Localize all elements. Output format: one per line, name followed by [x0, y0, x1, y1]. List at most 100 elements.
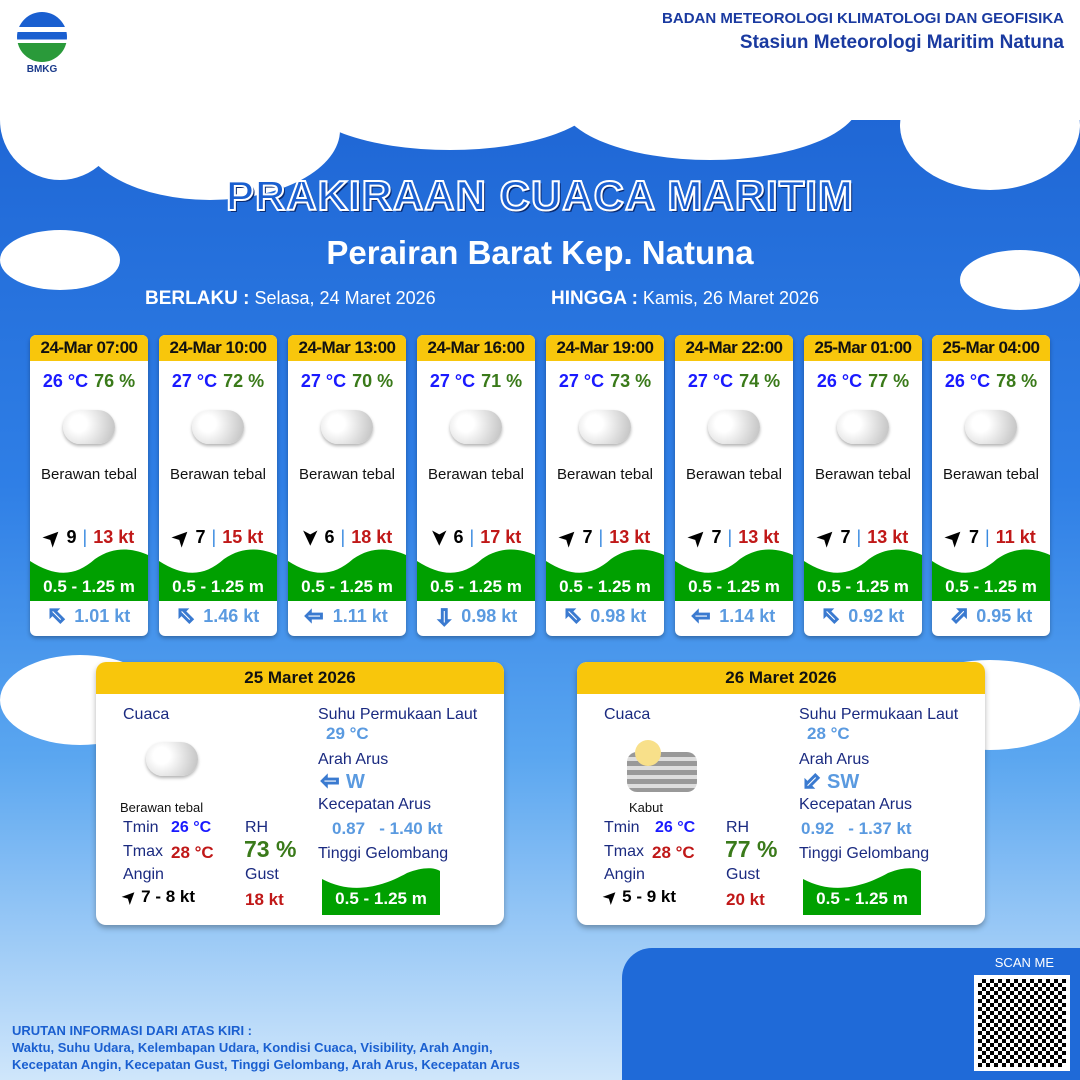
- current-speed: 1.46 kt: [203, 605, 260, 626]
- gust-speed: 11 kt: [995, 527, 1036, 547]
- cloud-decoration: [960, 250, 1080, 310]
- humidity: 70 %: [352, 371, 394, 391]
- forecast-card: 25-Mar 01:00 26 °C 77 % Berawan tebal ➤ 7 |…: [804, 335, 922, 636]
- wave-height: 0.5 - 1.25 m: [43, 577, 135, 596]
- forecast-card: 24-Mar 16:00 27 °C 71 % Berawan tebal ➤ 6 |…: [417, 335, 535, 636]
- forecast-card: 24-Mar 19:00 27 °C 73 % Berawan tebal ➤ 7 |…: [546, 335, 664, 636]
- current-direction: SW: [827, 771, 860, 793]
- sst-value: 29 °C: [326, 724, 369, 743]
- card-time: 24-Mar 19:00: [546, 335, 664, 361]
- current-speed: 0.95 kt: [976, 605, 1033, 626]
- current-direction: W: [346, 771, 365, 793]
- wind-speed: 6: [453, 527, 464, 547]
- weather-condition: Berawan tebal: [815, 466, 911, 483]
- wave-graphic: [675, 549, 793, 601]
- cloud-decoration: [300, 40, 600, 150]
- current-speed: 1.11 kt: [332, 605, 388, 626]
- cloud-icon: [837, 410, 889, 444]
- card-time: 24-Mar 22:00: [675, 335, 793, 361]
- org-name: BADAN METEOROLOGI KLIMATOLOGI DAN GEOFIS…: [662, 10, 1064, 27]
- gust-value: 20 kt: [726, 890, 765, 909]
- wind-range: 7 - 8 kt: [141, 887, 195, 906]
- cloud-decoration: [560, 40, 860, 160]
- wave-graphic: [417, 549, 535, 601]
- tmin-value: 26 °C: [655, 819, 696, 836]
- forecast-card: 24-Mar 07:00 26 °C 76 % Berawan tebal ➤ 9 |…: [30, 335, 148, 636]
- air-temp: 27 °C: [687, 371, 734, 391]
- sun-icon: [635, 740, 661, 766]
- qr-code[interactable]: [974, 975, 1070, 1071]
- current-speed-range: 0.87 - 1.40 kt: [332, 819, 443, 838]
- humidity: 77 %: [868, 371, 910, 391]
- wind-direction-arrow-icon: ➤: [298, 529, 321, 546]
- valid-from: BERLAKU : Selasa, 24 Maret 2026: [145, 288, 436, 309]
- current-speed: 0.98 kt: [590, 605, 647, 626]
- wave-graphic: [932, 549, 1050, 601]
- wave-graphic: [288, 549, 406, 601]
- forecast-card: 24-Mar 10:00 27 °C 72 % Berawan tebal ➤ 7 |…: [159, 335, 277, 636]
- gust-value: 18 kt: [245, 890, 284, 909]
- label-tmin: Tmin: [123, 819, 159, 836]
- wave-graphic: [803, 868, 921, 915]
- wind-direction-arrow-icon: ➤: [600, 886, 622, 909]
- wind-speed: 6: [324, 527, 335, 547]
- label-kecepatan-arus: Kecepatan Arus: [318, 796, 431, 813]
- current-direction-arrow-icon: ⇧: [170, 600, 202, 632]
- cloud-icon: [708, 410, 760, 444]
- wind-speed: 7: [195, 527, 206, 547]
- gust-speed: 13 kt: [867, 527, 909, 547]
- current-speed: 1.01 kt: [74, 605, 131, 626]
- gust-speed: 13 kt: [609, 527, 651, 547]
- tmax-value: 28 °C: [171, 843, 214, 862]
- cloud-decoration: [0, 230, 120, 290]
- current-direction-arrow-icon: ⇧: [41, 600, 73, 632]
- label-angin: Angin: [123, 866, 164, 883]
- gust-speed: 15 kt: [222, 527, 264, 547]
- air-temp: 26 °C: [816, 371, 863, 391]
- daily-date: 26 Maret 2026: [577, 662, 985, 694]
- station-name: Stasiun Meteorologi Maritim Natuna: [739, 32, 1064, 53]
- label-sst: Suhu Permukaan Laut: [318, 706, 478, 723]
- cloud-icon: [450, 410, 502, 444]
- current-direction-arrow-icon: ⇧: [434, 604, 454, 630]
- gust-speed: 18 kt: [351, 527, 393, 547]
- weather-condition: Berawan tebal: [170, 466, 266, 483]
- wave-height: 0.5 - 1.25 m: [688, 577, 780, 596]
- wave-height: 0.5 - 1.25 m: [301, 577, 393, 596]
- label-arah-arus: Arah Arus: [799, 751, 870, 768]
- label-rh: RH: [245, 819, 269, 836]
- weather-condition: Berawan tebal: [41, 466, 137, 483]
- bmkg-logo: BMKG: [14, 12, 70, 75]
- label-kecepatan-arus: Kecepatan Arus: [799, 796, 912, 813]
- wave-height: 0.5 - 1.25 m: [172, 577, 264, 596]
- weather-condition: Berawan tebal: [686, 466, 782, 483]
- humidity: 71 %: [481, 371, 523, 391]
- wind-direction-arrow-icon: ➤: [427, 529, 450, 546]
- gust-speed: 13 kt: [93, 527, 135, 547]
- scan-me-label: SCAN ME: [994, 955, 1054, 970]
- weather-condition: Berawan tebal: [428, 466, 524, 483]
- air-temp: 26 °C: [944, 371, 991, 391]
- label-tinggi-gelombang: Tinggi Gelombang: [318, 845, 449, 862]
- wind-speed: 7: [582, 527, 593, 547]
- air-temp: 27 °C: [171, 371, 218, 391]
- weather-condition: Berawan tebal: [943, 466, 1039, 483]
- page-title: PRAKIRAAN CUACA MARITIM: [225, 171, 855, 220]
- label-sst: Suhu Permukaan Laut: [799, 706, 959, 723]
- card-time: 24-Mar 10:00: [159, 335, 277, 361]
- label-angin: Angin: [604, 866, 645, 883]
- daily-date: 25 Maret 2026: [96, 662, 504, 694]
- gust-speed: 17 kt: [480, 527, 522, 547]
- rh-value: 73 %: [244, 836, 297, 862]
- wind-speed: 7: [711, 527, 722, 547]
- label-tmin: Tmin: [604, 819, 640, 836]
- daily-condition: Berawan tebal: [120, 800, 204, 815]
- card-time: 24-Mar 07:00: [30, 335, 148, 361]
- current-direction-arrow-icon: ⇧: [796, 765, 828, 797]
- current-direction-arrow-icon: ⇧: [318, 771, 344, 791]
- wave-graphic: [804, 549, 922, 601]
- weather-condition: Berawan tebal: [557, 466, 653, 483]
- label-gust: Gust: [245, 866, 279, 883]
- wave-height: 0.5 - 1.25 m: [945, 577, 1037, 596]
- daily-condition: Kabut: [629, 800, 663, 815]
